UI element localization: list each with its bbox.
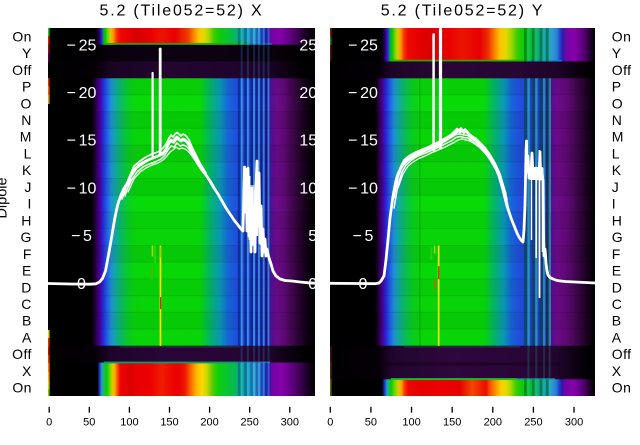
svg-text:25: 25 — [299, 37, 317, 54]
svg-text:−10: −10 — [67, 180, 97, 197]
svg-text:Off: Off — [12, 62, 32, 78]
svg-text:50: 50 — [83, 417, 95, 429]
svg-text:250: 250 — [524, 417, 542, 429]
svg-text:−20: −20 — [348, 85, 378, 102]
svg-text:5.2 (Tile052=52) X: 5.2 (Tile052=52) X — [100, 3, 264, 20]
svg-text:X: X — [612, 363, 622, 379]
svg-text:L: L — [24, 145, 32, 161]
svg-text:150: 150 — [160, 417, 178, 429]
svg-text:150: 150 — [443, 417, 461, 429]
svg-text:J: J — [612, 179, 619, 195]
svg-text:300: 300 — [281, 417, 299, 429]
svg-text:O: O — [21, 95, 32, 111]
svg-text:D: D — [612, 279, 623, 295]
svg-text:G: G — [21, 229, 32, 245]
svg-text:0: 0 — [308, 276, 317, 293]
svg-text:−25: −25 — [348, 37, 378, 54]
svg-text:50: 50 — [365, 417, 377, 429]
svg-text:Y: Y — [22, 45, 32, 61]
svg-text:M: M — [20, 129, 32, 145]
svg-text:20: 20 — [299, 85, 317, 102]
svg-text:−25: −25 — [67, 37, 97, 54]
svg-text:On: On — [12, 380, 31, 396]
svg-text:5: 5 — [308, 228, 317, 245]
svg-text:C: C — [21, 296, 32, 312]
svg-text:100: 100 — [402, 417, 420, 429]
svg-text:I: I — [28, 196, 32, 212]
svg-text:A: A — [612, 329, 622, 345]
svg-text:K: K — [612, 162, 622, 178]
svg-text:P: P — [612, 79, 622, 95]
svg-text:J: J — [24, 179, 31, 195]
svg-text:C: C — [612, 296, 623, 312]
svg-text:A: A — [22, 329, 32, 345]
svg-text:−15: −15 — [348, 133, 378, 150]
svg-text:100: 100 — [120, 417, 138, 429]
svg-text:200: 200 — [200, 417, 218, 429]
svg-text:−20: −20 — [67, 85, 97, 102]
svg-text:K: K — [22, 162, 32, 178]
svg-text:P: P — [22, 79, 32, 95]
svg-text:200: 200 — [484, 417, 502, 429]
svg-text:10: 10 — [299, 180, 317, 197]
svg-text:I: I — [612, 196, 616, 212]
svg-text:N: N — [612, 112, 623, 128]
svg-text:G: G — [612, 229, 623, 245]
svg-text:O: O — [612, 95, 623, 111]
svg-text:H: H — [21, 212, 32, 228]
svg-text:L: L — [612, 145, 620, 161]
svg-text:E: E — [22, 263, 32, 279]
svg-text:0: 0 — [359, 276, 368, 293]
svg-text:On: On — [612, 28, 631, 44]
svg-text:E: E — [612, 263, 622, 279]
svg-text:D: D — [21, 279, 32, 295]
svg-text:0: 0 — [327, 417, 333, 429]
svg-text:On: On — [612, 380, 631, 396]
svg-text:Off: Off — [612, 62, 632, 78]
svg-text:Off: Off — [612, 346, 632, 362]
svg-text:B: B — [612, 313, 622, 329]
svg-text:Off: Off — [12, 346, 32, 362]
svg-text:250: 250 — [241, 417, 259, 429]
svg-text:F: F — [23, 246, 32, 262]
svg-text:5.2 (Tile052=52) Y: 5.2 (Tile052=52) Y — [381, 3, 545, 20]
svg-text:On: On — [12, 28, 31, 44]
svg-text:0: 0 — [46, 417, 52, 429]
svg-text:F: F — [612, 246, 621, 262]
svg-text:B: B — [22, 313, 32, 329]
svg-text:N: N — [21, 112, 32, 128]
svg-text:300: 300 — [565, 417, 583, 429]
svg-text:0: 0 — [77, 276, 86, 293]
svg-text:−15: −15 — [67, 133, 97, 150]
svg-text:X: X — [22, 363, 32, 379]
svg-text:Y: Y — [612, 45, 622, 61]
svg-text:H: H — [612, 212, 623, 228]
svg-text:Dipole: Dipole — [0, 177, 11, 218]
svg-text:15: 15 — [299, 133, 317, 150]
svg-text:M: M — [612, 129, 624, 145]
svg-text:−10: −10 — [348, 180, 378, 197]
